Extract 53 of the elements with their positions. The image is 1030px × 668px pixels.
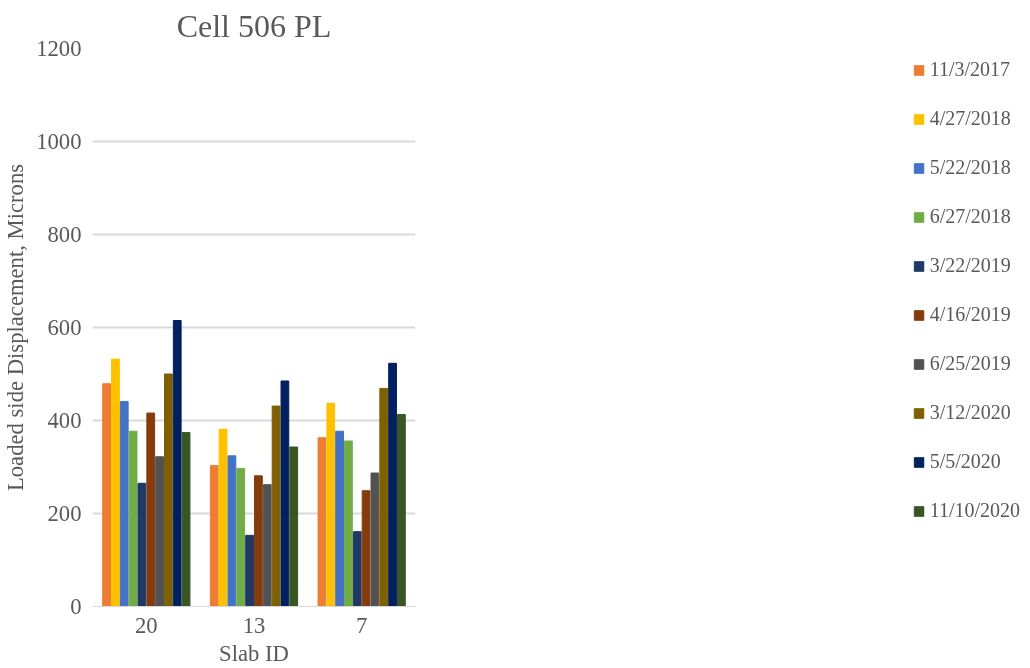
- legend-label: 11/3/2017: [929, 58, 1010, 81]
- y-tick-label: 200: [47, 501, 82, 526]
- y-tick-label: 1200: [36, 36, 82, 61]
- y-tick-label: 0: [70, 594, 82, 619]
- legend-label: 5/22/2018: [929, 156, 1011, 179]
- bar: [370, 472, 380, 607]
- bar: [172, 320, 182, 607]
- legend-label: 11/10/2020: [929, 499, 1020, 522]
- bar: [209, 465, 219, 607]
- bar: [227, 455, 237, 607]
- x-tick-label: 13: [242, 612, 266, 638]
- bar: [146, 412, 156, 607]
- bar: [344, 440, 353, 607]
- y-tick-label: 1000: [36, 129, 82, 154]
- x-tick-label: 20: [135, 612, 158, 638]
- bar: [379, 387, 389, 607]
- bar: [317, 437, 327, 607]
- bar: [155, 456, 164, 607]
- bar: [102, 383, 111, 607]
- bar: [289, 446, 299, 607]
- x-axis-title: Slab ID: [219, 640, 289, 666]
- legend-label: 6/27/2018: [929, 205, 1011, 228]
- bar: [236, 467, 246, 607]
- bar: [388, 362, 397, 607]
- bar: [128, 430, 138, 607]
- legend-label: 4/27/2018: [929, 107, 1011, 130]
- chart-title: Cell 506 PL: [176, 7, 332, 44]
- y-tick-label: 600: [47, 315, 82, 340]
- bar: [397, 413, 406, 607]
- legend-label: 3/22/2019: [929, 254, 1011, 277]
- legend-label: 6/25/2019: [929, 352, 1011, 375]
- bar: [280, 380, 290, 607]
- bar: [352, 531, 362, 607]
- legend-label: 4/16/2019: [929, 303, 1011, 326]
- bar: [137, 482, 147, 607]
- legend-label: 3/12/2020: [929, 401, 1011, 424]
- bar: [335, 430, 344, 607]
- y-axis-title: Loaded side Displacement, Microns: [3, 163, 29, 492]
- bar: [164, 373, 173, 607]
- y-tick-label: 400: [47, 408, 82, 433]
- x-tick-label: 7: [356, 612, 368, 638]
- bar: [181, 432, 191, 607]
- legend-label: 5/5/2020: [929, 450, 1001, 473]
- bar: [218, 428, 228, 607]
- bar: [119, 400, 129, 607]
- bar: [245, 534, 254, 607]
- bar: [271, 405, 281, 607]
- bar: [262, 484, 272, 607]
- bar: [326, 402, 336, 607]
- bar: [254, 475, 263, 607]
- bar: [361, 490, 371, 607]
- bar: [111, 358, 120, 607]
- y-tick-label: 800: [47, 222, 82, 247]
